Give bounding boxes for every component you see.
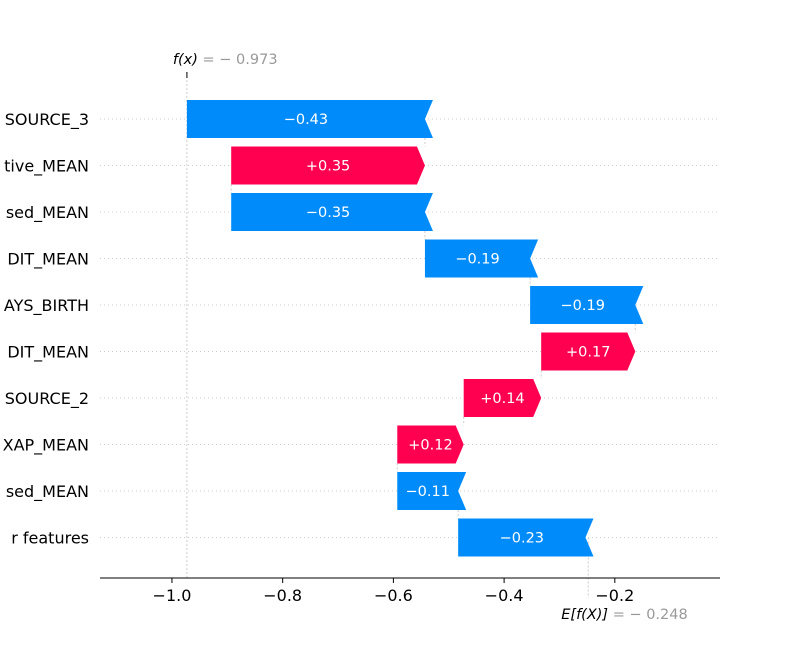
bar-value-label: −0.19 (560, 298, 604, 314)
contribution-bar (463, 379, 542, 417)
x-tick-label: −0.4 (485, 586, 524, 605)
feature-name-label: sed_MEAN (6, 482, 89, 502)
bar-value-label: −0.19 (455, 252, 499, 268)
feature-name-label: SOURCE_3 (5, 110, 89, 130)
feature-name-label: tive_MEAN (4, 157, 89, 177)
x-axis: −1.0 −0.8 −0.6 −0.4 −0.2 (100, 577, 720, 605)
fx-value-label: = − 0.973 (203, 52, 278, 68)
feature-name-label: SOURCE_2 (5, 389, 89, 409)
bar-value-label: +0.17 (566, 345, 610, 361)
contribution-bar (424, 239, 539, 278)
x-tick-label: −0.2 (595, 586, 634, 605)
expected-value-annotation: E[f(X)] = − 0.248 (561, 607, 687, 623)
fx-function-label: f(x) (173, 52, 198, 68)
feature-name-label: AYS_BIRTH (4, 296, 89, 316)
bar-value-label: −0.11 (405, 484, 449, 500)
contribution-bar (186, 100, 433, 138)
ex-function-label: E[f(X)] (561, 607, 608, 623)
reference-lines (186, 72, 636, 598)
feature-name-label: r features (11, 529, 89, 548)
contribution-bar (231, 146, 425, 185)
bar-value-label: −0.23 (500, 531, 544, 547)
contribution-bar (541, 332, 636, 371)
x-tick-label: −0.6 (374, 586, 413, 605)
contribution-bar (397, 472, 467, 510)
feature-name-label: DIT_MEAN (7, 343, 89, 363)
x-tick-label: −0.8 (263, 586, 302, 605)
bar-value-label: +0.14 (480, 391, 524, 407)
bar-value-label: +0.12 (408, 438, 452, 454)
contribution-bars: −0.43 +0.35 −0.35 −0.19 −0.19 +0.17 +0.14 +0.12… (186, 100, 644, 557)
ex-value-label: = − 0.248 (613, 607, 688, 623)
contribution-bar (530, 286, 644, 324)
bar-value-label: −0.35 (306, 205, 350, 221)
bar-value-label: −0.43 (284, 112, 328, 128)
feature-labels: SOURCE_3 tive_MEAN sed_MEAN DIT_MEAN AYS_BIR… (3, 110, 89, 548)
contribution-bar (397, 425, 464, 464)
x-tick-label: −1.0 (153, 586, 192, 605)
contribution-bar (458, 518, 594, 557)
feature-name-label: DIT_MEAN (7, 250, 89, 270)
contribution-bar (231, 193, 433, 231)
feature-name-label: XAP_MEAN (3, 436, 89, 456)
feature-name-label: sed_MEAN (6, 203, 89, 223)
bar-value-label: +0.35 (306, 159, 350, 175)
fx-annotation: f(x) = − 0.973 (173, 52, 278, 68)
